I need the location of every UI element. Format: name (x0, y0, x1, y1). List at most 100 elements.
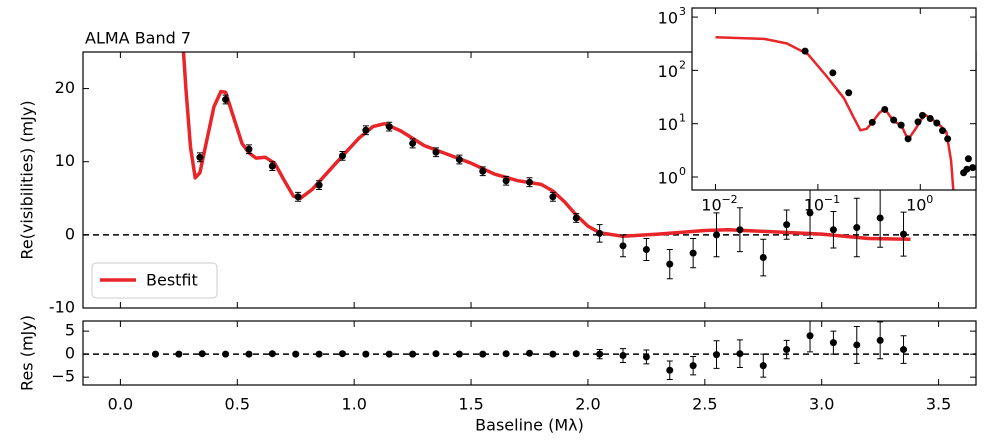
data-point (783, 346, 791, 354)
data-point (890, 116, 898, 124)
data-point (853, 224, 861, 232)
x-tick-label: 0.5 (225, 395, 250, 414)
data-point (845, 89, 853, 97)
y-tick-label: 10 (658, 168, 678, 187)
y-tick-label: 10 (658, 9, 678, 28)
y-axis-label: Re(visibilities) (mJy) (18, 100, 37, 259)
data-point (385, 123, 393, 131)
data-point (939, 127, 947, 135)
data-point (596, 350, 604, 358)
data-point (944, 135, 952, 143)
data-point (876, 214, 884, 222)
data-point (222, 350, 230, 358)
y-tick-label: 0 (65, 344, 75, 363)
data-point (914, 118, 922, 126)
data-point (502, 350, 510, 358)
data-point (829, 339, 837, 347)
x-tick-label: 3.0 (809, 395, 834, 414)
data-point (362, 126, 370, 134)
legend-label: Bestfit (146, 271, 198, 290)
data-point (479, 350, 487, 358)
x-tick-exponent: −1 (824, 193, 840, 206)
data-point (385, 350, 393, 358)
data-point (196, 153, 204, 161)
data-point (479, 167, 487, 175)
data-point (876, 336, 884, 344)
y-tick-label: 5 (65, 321, 75, 340)
x-tick-label: 10 (804, 196, 824, 215)
y-tick-label: −5 (51, 367, 75, 386)
y-tick-exponent: 0 (679, 165, 686, 178)
data-point (759, 362, 767, 370)
data-point (736, 350, 744, 358)
x-tick-label: 1.5 (458, 395, 483, 414)
data-point (338, 152, 346, 160)
plot-clip (83, 52, 976, 280)
data-point (689, 249, 697, 257)
data-point (338, 350, 346, 358)
data-point (198, 350, 206, 358)
data-point (736, 226, 744, 234)
legend-box (91, 262, 218, 299)
data-point (572, 214, 580, 222)
x-tick-label: 1.0 (341, 395, 366, 414)
data-point (853, 341, 861, 349)
y-tick-exponent: 2 (679, 58, 686, 71)
y-tick-label: 10 (658, 115, 678, 134)
x-tick-label: 10 (906, 196, 926, 215)
x-tick-label: 2.0 (575, 395, 600, 414)
plot-clip (83, 321, 976, 380)
data-point (432, 148, 440, 156)
x-tick-exponent: −2 (721, 193, 737, 206)
data-point (409, 139, 417, 147)
data-point (315, 181, 323, 189)
panel: 10 −2 10 −1 10 010 010 110 210 3 (658, 5, 977, 215)
data-point (759, 254, 767, 262)
data-point (881, 105, 889, 113)
data-point (918, 111, 926, 119)
data-point (900, 346, 908, 354)
data-point (526, 178, 533, 186)
data-point (801, 47, 809, 55)
y-tick-exponent: 1 (679, 112, 686, 125)
data-point (829, 226, 837, 234)
data-point (526, 349, 533, 357)
data-point (969, 164, 976, 172)
data-point (783, 221, 791, 229)
x-axis-label: Baseline (Mλ) (475, 416, 584, 435)
y-tick-label: 10 (658, 62, 678, 81)
data-point (596, 229, 604, 237)
data-point (806, 332, 814, 340)
x-tick-label: 2.5 (692, 395, 717, 414)
data-point (806, 209, 814, 217)
data-point (432, 350, 440, 358)
data-point (222, 96, 230, 104)
data-point (666, 366, 674, 374)
data-point (362, 350, 370, 358)
data-point (268, 162, 276, 170)
y-tick-exponent: 3 (679, 5, 686, 18)
data-point (666, 260, 674, 268)
plot-area (692, 8, 976, 190)
data-point (549, 193, 557, 201)
axes-frame (82, 320, 977, 386)
data-point (900, 230, 908, 238)
data-point (904, 135, 912, 143)
data-point (245, 145, 253, 153)
axes-frame (691, 7, 977, 191)
data-point (926, 115, 934, 123)
data-point (151, 350, 159, 358)
x-tick-label: 0.0 (108, 395, 133, 414)
data-point (963, 165, 971, 173)
y-tick-label: -10 (49, 298, 75, 317)
chart-title: ALMA Band 7 (85, 29, 191, 48)
y-tick-label: 10 (55, 151, 75, 170)
panel: 0.0 0.5 1.0 1.5 2.0 2.5 3.0 3.5 −5 0 5 Res (mJy) Bas… (18, 315, 977, 435)
data-point (619, 352, 627, 360)
x-tick-label: 10 (701, 196, 721, 215)
data-point (619, 242, 627, 250)
data-point (315, 350, 323, 358)
y-tick-label: 20 (55, 78, 75, 97)
data-point (572, 350, 580, 358)
